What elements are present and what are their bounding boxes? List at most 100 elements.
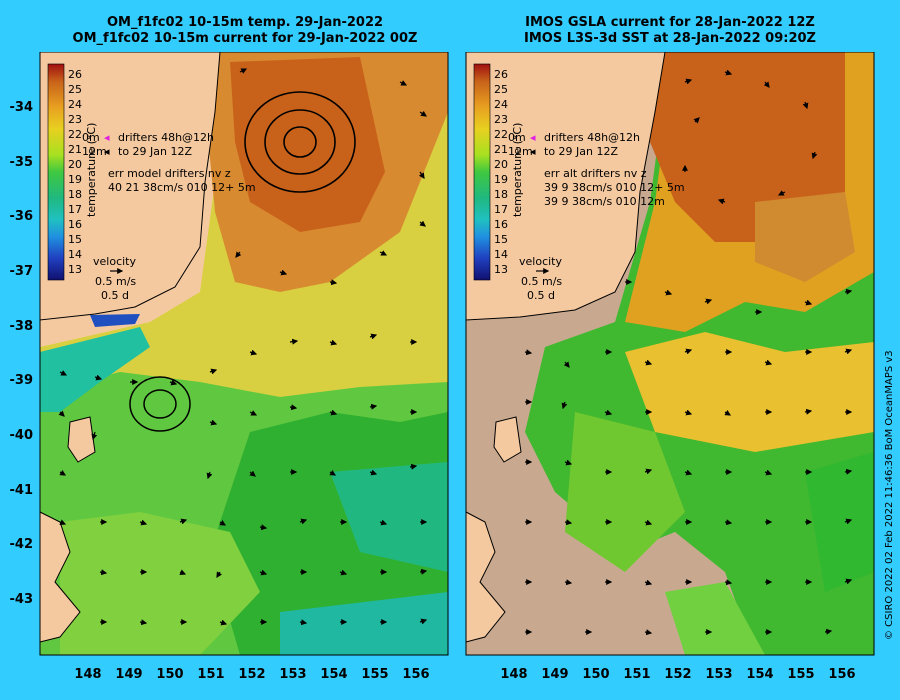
left-title: OM_f1fc02 10-15m temp. 29-Jan-2022 OM_f1… xyxy=(40,15,450,47)
left-colorbar-tick-15: 15 xyxy=(68,233,82,246)
left-title-line2: OM_f1fc02 10-15m current for 29-Jan-2022… xyxy=(72,31,418,46)
right-colorbar-tick-18: 18 xyxy=(494,188,508,201)
x-tick: 152 xyxy=(238,667,265,682)
x-tick: 151 xyxy=(623,667,650,682)
x-tick: 152 xyxy=(664,667,691,682)
right-colorbar-tick-26: 26 xyxy=(494,68,508,81)
left-colorbar-tick-23: 23 xyxy=(68,113,82,126)
left-velocity-speed: 0.5 m/s xyxy=(95,275,136,288)
right-velocity-time: 0.5 d xyxy=(527,289,555,302)
right-colorbar-tick-16: 16 xyxy=(494,218,508,231)
left-legend-drifter-marker: ◂ xyxy=(104,131,110,144)
left-colorbar-tick-22: 22 xyxy=(68,128,82,141)
right-legend: 0m ◂ drifters 48h@12h 12m ◂ to 29 Jan 12… xyxy=(508,131,685,302)
x-tick: 148 xyxy=(74,667,101,682)
left-y-axis: -34 -35 -36 -37 -38 -39 -40 -41 -42 -43 xyxy=(10,100,34,607)
right-colorbar-tick-14: 14 xyxy=(494,248,508,261)
y-tick: -36 xyxy=(10,209,34,224)
y-tick: -40 xyxy=(10,428,34,443)
left-map-panel: 26 25 24 23 22 21 20 19 18 17 16 15 14 1… xyxy=(10,52,449,682)
y-tick: -43 xyxy=(10,592,34,607)
left-colorbar-tick-24: 24 xyxy=(68,98,82,111)
left-legend-model-marker: ◂ xyxy=(104,145,110,158)
left-legend-err-title: err model drifters nv z xyxy=(108,167,231,180)
right-colorbar-tick-13: 13 xyxy=(494,263,508,276)
left-colorbar-tick-25: 25 xyxy=(68,83,82,96)
right-velocity-speed: 0.5 m/s xyxy=(521,275,562,288)
left-legend-to: to 29 Jan 12Z xyxy=(118,145,192,158)
left-map-area xyxy=(39,52,448,655)
left-x-axis: 148 149 150 151 152 153 154 155 156 xyxy=(74,667,429,682)
left-colorbar-tick-14: 14 xyxy=(68,248,82,261)
left-colorbar-tick-20: 20 xyxy=(68,158,82,171)
x-tick: 154 xyxy=(320,667,347,682)
right-legend-depth-0: 0m xyxy=(508,131,526,144)
right-legend-err-line1: 39 9 38cm/s 010 12+ 5m xyxy=(544,181,685,194)
right-current-vectors xyxy=(524,69,853,636)
left-eddy-south xyxy=(129,376,191,432)
right-legend-drifter-marker: ◂ xyxy=(530,131,536,144)
y-tick: -37 xyxy=(10,264,34,279)
right-colorbar-tick-23: 23 xyxy=(494,113,508,126)
left-colorbar-ticks: 26 25 24 23 22 21 20 19 18 17 16 15 14 1… xyxy=(68,68,82,276)
y-tick: -42 xyxy=(10,537,34,552)
right-legend-depth-12: 12m xyxy=(508,145,533,158)
x-tick: 156 xyxy=(828,667,855,682)
right-legend-to: to 29 Jan 12Z xyxy=(544,145,618,158)
right-colorbar-tick-25: 25 xyxy=(494,83,508,96)
right-colorbar-ticks: 26 25 24 23 22 21 20 19 18 17 16 15 14 1… xyxy=(494,68,508,276)
right-legend-drifters: drifters 48h@12h xyxy=(544,131,640,144)
right-map-panel: 26 25 24 23 22 21 20 19 18 17 16 15 14 1… xyxy=(465,52,875,682)
x-tick: 148 xyxy=(500,667,527,682)
left-legend-drifters: drifters 48h@12h xyxy=(118,131,214,144)
left-colorbar xyxy=(47,63,65,281)
y-tick: -34 xyxy=(10,100,34,115)
right-legend-err-title: err alt drifters nv z xyxy=(544,167,647,180)
left-colorbar-tick-21: 21 xyxy=(68,143,82,156)
left-velocity-label: velocity xyxy=(93,255,136,268)
right-colorbar-tick-20: 20 xyxy=(494,158,508,171)
x-tick: 155 xyxy=(361,667,388,682)
right-velocity-label: velocity xyxy=(519,255,562,268)
left-title-line1: OM_f1fc02 10-15m temp. 29-Jan-2022 xyxy=(106,15,384,30)
x-tick: 156 xyxy=(402,667,429,682)
right-colorbar-tick-22: 22 xyxy=(494,128,508,141)
left-colorbar-tick-19: 19 xyxy=(68,173,82,186)
left-legend: 0m ◂ drifters 48h@12h 12m ◂ to 29 Jan 12… xyxy=(82,131,256,302)
right-x-axis: 148 149 150 151 152 153 154 155 156 xyxy=(500,667,855,682)
x-tick: 155 xyxy=(787,667,814,682)
credit-text: © CSIRO 2022 02 Feb 2022 11:46:36 BoM Oc… xyxy=(884,350,895,640)
right-title-line1: IMOS GSLA current for 28-Jan-2022 12Z xyxy=(525,15,815,30)
right-map-area xyxy=(465,52,874,655)
right-colorbar-tick-19: 19 xyxy=(494,173,508,186)
x-tick: 150 xyxy=(156,667,183,682)
x-tick: 154 xyxy=(746,667,773,682)
right-legend-model-marker: ◂ xyxy=(530,145,536,158)
right-colorbar-tick-15: 15 xyxy=(494,233,508,246)
left-current-vectors xyxy=(58,68,428,626)
left-eddy-north xyxy=(244,91,356,193)
left-colorbar-tick-26: 26 xyxy=(68,68,82,81)
x-tick: 153 xyxy=(705,667,732,682)
right-colorbar xyxy=(473,63,491,281)
right-title: IMOS GSLA current for 28-Jan-2022 12Z IM… xyxy=(465,15,875,47)
right-colorbar-tick-17: 17 xyxy=(494,203,508,216)
x-tick: 150 xyxy=(582,667,609,682)
left-velocity-time: 0.5 d xyxy=(101,289,129,302)
x-tick: 153 xyxy=(279,667,306,682)
y-tick: -38 xyxy=(10,319,34,334)
y-tick: -41 xyxy=(10,483,34,498)
left-legend-depth-12: 12m xyxy=(82,145,107,158)
left-legend-err-line1: 40 21 38cm/s 010 12+ 5m xyxy=(108,181,256,194)
left-colorbar-label: temperature (°C) xyxy=(85,123,98,217)
right-colorbar-tick-24: 24 xyxy=(494,98,508,111)
left-colorbar-tick-16: 16 xyxy=(68,218,82,231)
left-colorbar-tick-17: 17 xyxy=(68,203,82,216)
left-colorbar-tick-13: 13 xyxy=(68,263,82,276)
y-tick: -39 xyxy=(10,373,34,388)
x-tick: 149 xyxy=(541,667,568,682)
right-legend-err-line2: 39 9 38cm/s 010 12m xyxy=(544,195,665,208)
x-tick: 151 xyxy=(197,667,224,682)
left-colorbar-tick-18: 18 xyxy=(68,188,82,201)
left-legend-depth-0: 0m xyxy=(82,131,100,144)
